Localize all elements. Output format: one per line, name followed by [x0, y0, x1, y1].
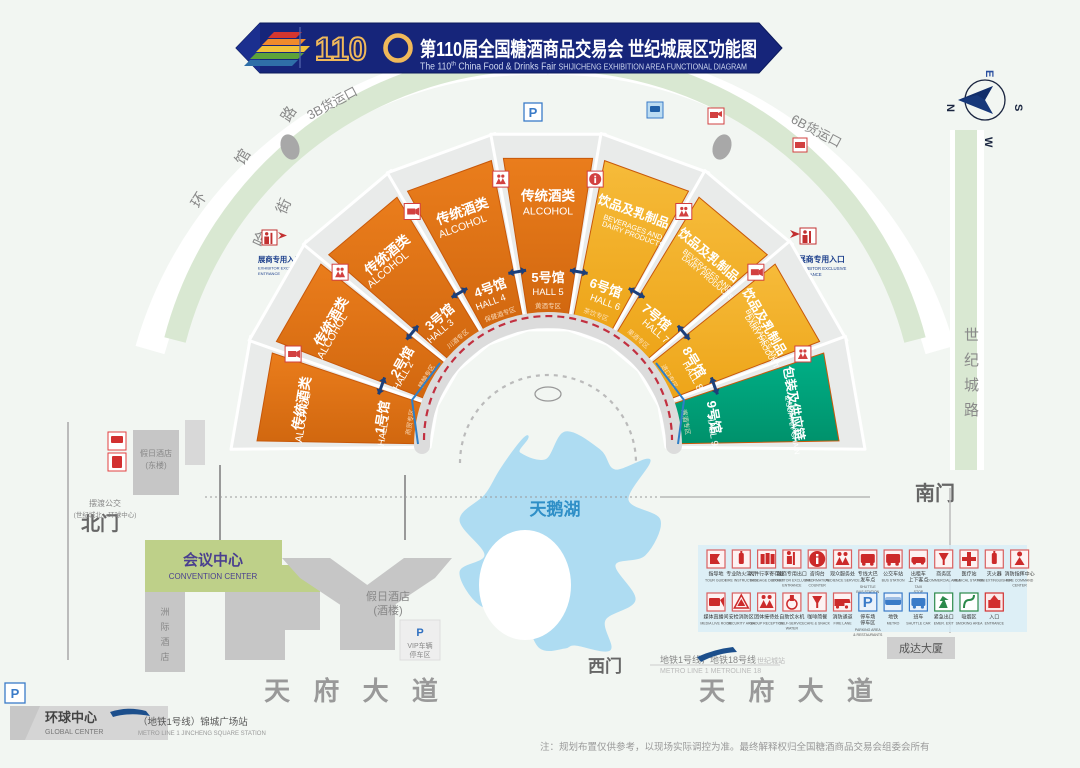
svg-text:W: W: [982, 137, 994, 148]
svg-text:停车区: 停车区: [410, 650, 431, 659]
svg-text:E: E: [983, 70, 995, 77]
svg-text:CONVENTION CENTER: CONVENTION CENTER: [169, 572, 258, 581]
svg-text:咖啡简餐: 咖啡简餐: [807, 614, 827, 621]
svg-text:店: 店: [160, 651, 169, 662]
svg-text:展商专用出口: 展商专用出口: [777, 571, 807, 578]
svg-text:(世纪城北—环球中心): (世纪城北—环球中心): [74, 510, 137, 519]
svg-text:专线大巴: 专线大巴: [858, 571, 878, 578]
svg-text:BUS STATION: BUS STATION: [882, 579, 905, 583]
svg-text:SHUTTLE: SHUTTLE: [860, 585, 877, 589]
svg-text:城: 城: [964, 377, 979, 394]
svg-text:纪: 纪: [964, 352, 979, 369]
svg-text:商务区: 商务区: [936, 571, 951, 578]
svg-text:TAXI: TAXI: [915, 585, 923, 589]
svg-text:世纪城站: 世纪城站: [757, 656, 785, 665]
svg-text:消防指挥中心: 消防指挥中心: [1005, 571, 1035, 578]
svg-text:ENTRANCE: ENTRANCE: [782, 584, 802, 588]
svg-text:注：规划布置仅供参考，以现场实际调控为准。最终解释权归全国糖: 注：规划布置仅供参考，以现场实际调控为准。最终解释权归全国糖酒商品交易会组委会所…: [540, 741, 930, 753]
svg-text:摆渡公交: 摆渡公交: [89, 498, 121, 508]
svg-text:天鹅湖: 天鹅湖: [530, 499, 581, 519]
svg-text:灭火器: 灭火器: [987, 572, 1002, 578]
svg-text:METRO LINE 1 JINCHENG SQUARE: METRO LINE 1 JINCHENG SQUARE STATION: [138, 731, 266, 737]
svg-text:吸烟区: 吸烟区: [961, 614, 976, 621]
svg-text:FIRE LANE: FIRE LANE: [833, 622, 852, 626]
svg-text:安检消防区: 安检消防区: [729, 614, 754, 621]
svg-text:自助饮水机: 自助饮水机: [779, 614, 804, 621]
svg-text:110: 110: [315, 31, 367, 67]
svg-text:METRO LINE 1 METROLINE 18: METRO LINE 1 METROLINE 18: [660, 668, 761, 675]
svg-text:SMOKING AREA: SMOKING AREA: [956, 622, 984, 626]
svg-text:公交车站: 公交车站: [883, 571, 903, 578]
svg-text:SHUTTLE CAR: SHUTTLE CAR: [906, 622, 931, 626]
svg-text:咨询台: 咨询台: [810, 571, 825, 578]
svg-text:消防通道: 消防通道: [832, 614, 852, 621]
svg-text:天 府 大 道: 天 府 大 道: [264, 676, 446, 706]
svg-text:南门: 南门: [915, 481, 955, 505]
svg-text:（地铁1号线）锦城广场站: （地铁1号线）锦城广场站: [138, 716, 248, 728]
svg-text:停车场: 停车场: [860, 614, 875, 621]
svg-text:SELF-SERVICE: SELF-SERVICE: [779, 622, 805, 626]
svg-text:医疗站: 医疗站: [961, 571, 976, 578]
svg-text:The 110th China Food & Drinks: The 110th China Food & Drinks Fair SHIJI…: [420, 61, 747, 73]
svg-text:路: 路: [964, 402, 979, 419]
svg-text:(酒楼): (酒楼): [373, 603, 402, 617]
svg-text:第110届全国糖酒商品交易会 世纪城展区功能图: 第110届全国糖酒商品交易会 世纪城展区功能图: [420, 37, 757, 61]
svg-text:传统酒类: 传统酒类: [520, 188, 575, 204]
svg-text:地铁: 地铁: [888, 614, 898, 621]
svg-text:世: 世: [964, 327, 979, 344]
svg-text:出租车: 出租车: [911, 571, 926, 578]
svg-text:入口: 入口: [989, 615, 999, 621]
svg-text:CENTER: CENTER: [1012, 584, 1027, 588]
svg-text:VIP车辆: VIP车辆: [407, 641, 432, 650]
svg-text:停车区: 停车区: [860, 620, 875, 627]
svg-text:EMER. EXIT: EMER. EXIT: [934, 622, 955, 626]
svg-text:环球中心: 环球中心: [45, 710, 97, 725]
svg-text:CAFE & SNACK: CAFE & SNACK: [804, 622, 830, 626]
svg-text:成达大厦: 成达大厦: [899, 641, 943, 655]
svg-text:发车点: 发车点: [860, 577, 875, 584]
svg-text:假日酒店: 假日酒店: [366, 589, 410, 603]
svg-text:假日酒店: 假日酒店: [140, 448, 172, 458]
svg-text:HALL 5: HALL 5: [532, 287, 563, 298]
svg-text:S: S: [1012, 104, 1024, 111]
svg-text:黄酒专区: 黄酒专区: [535, 301, 562, 310]
svg-text:P: P: [863, 594, 873, 611]
svg-text:P: P: [416, 627, 423, 639]
svg-text:西门: 西门: [588, 656, 622, 676]
svg-text:WATER: WATER: [786, 627, 799, 631]
svg-text:& RESTAURANTS: & RESTAURANTS: [853, 633, 883, 637]
svg-text:观众服务处: 观众服务处: [830, 571, 855, 578]
svg-text:ALCOHOL: ALCOHOL: [523, 206, 573, 218]
svg-text:5号馆: 5号馆: [531, 270, 564, 285]
svg-text:METRO: METRO: [887, 622, 900, 626]
svg-text:洲: 洲: [160, 607, 169, 617]
svg-text:P: P: [11, 686, 20, 701]
svg-text:(东楼): (东楼): [145, 460, 167, 470]
svg-text:指导地: 指导地: [708, 571, 723, 578]
svg-text:ENTRANCE: ENTRANCE: [985, 622, 1005, 626]
svg-text:PARKING AREA: PARKING AREA: [855, 628, 881, 632]
svg-text:班车: 班车: [913, 614, 923, 621]
svg-text:展商专用入口: 展商专用入口: [798, 254, 845, 264]
svg-text:N: N: [944, 104, 956, 112]
svg-text:紧急出口: 紧急出口: [934, 614, 954, 621]
svg-text:天 府 大 道: 天 府 大 道: [699, 676, 881, 706]
svg-text:际: 际: [160, 622, 169, 632]
svg-text:媒体直播间: 媒体直播间: [703, 614, 728, 621]
svg-text:FIRE COMMAND: FIRE COMMAND: [1006, 579, 1034, 583]
svg-text:COUNTER: COUNTER: [809, 584, 827, 588]
svg-text:ENTRANCE: ENTRANCE: [258, 271, 280, 276]
svg-text:P: P: [529, 105, 538, 120]
svg-text:GLOBAL CENTER: GLOBAL CENTER: [45, 729, 103, 736]
svg-text:会议中心: 会议中心: [183, 551, 243, 569]
svg-text:团体接待处: 团体接待处: [754, 614, 779, 621]
svg-text:酒: 酒: [160, 637, 169, 647]
svg-text:上下客点: 上下客点: [908, 577, 928, 584]
svg-text:AUDIENCE SERVICE: AUDIENCE SERVICE: [825, 579, 860, 583]
